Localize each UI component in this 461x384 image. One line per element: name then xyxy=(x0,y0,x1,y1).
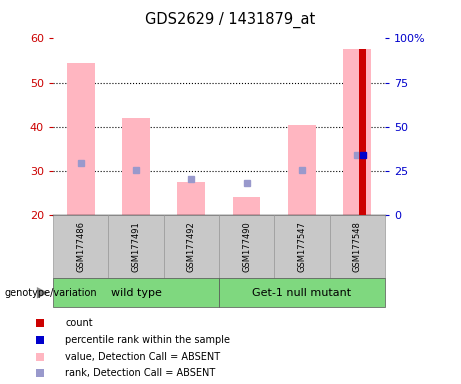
Bar xyxy=(108,215,164,278)
Bar xyxy=(53,278,219,307)
Bar xyxy=(233,197,260,215)
Text: GSM177547: GSM177547 xyxy=(297,221,307,272)
Text: rank, Detection Call = ABSENT: rank, Detection Call = ABSENT xyxy=(65,368,216,378)
Text: GSM177486: GSM177486 xyxy=(76,221,85,272)
Text: percentile rank within the sample: percentile rank within the sample xyxy=(65,335,230,345)
Bar xyxy=(219,278,385,307)
Bar xyxy=(274,215,330,278)
Text: GSM177490: GSM177490 xyxy=(242,221,251,272)
Text: GDS2629 / 1431879_at: GDS2629 / 1431879_at xyxy=(145,12,316,28)
Bar xyxy=(330,215,385,278)
Text: value, Detection Call = ABSENT: value, Detection Call = ABSENT xyxy=(65,352,220,362)
Text: GSM177491: GSM177491 xyxy=(131,221,141,272)
Bar xyxy=(67,63,95,215)
Text: count: count xyxy=(65,318,93,328)
Bar xyxy=(360,50,366,215)
Bar xyxy=(53,215,108,278)
Bar xyxy=(122,118,150,215)
Polygon shape xyxy=(37,287,48,299)
Bar xyxy=(288,124,316,215)
Text: GSM177548: GSM177548 xyxy=(353,221,362,272)
Bar xyxy=(343,50,371,215)
Bar xyxy=(164,215,219,278)
Bar xyxy=(177,182,205,215)
Text: wild type: wild type xyxy=(111,288,161,298)
Text: genotype/variation: genotype/variation xyxy=(5,288,97,298)
Text: Get-1 null mutant: Get-1 null mutant xyxy=(252,288,352,298)
Bar xyxy=(219,215,274,278)
Text: GSM177492: GSM177492 xyxy=(187,221,196,272)
